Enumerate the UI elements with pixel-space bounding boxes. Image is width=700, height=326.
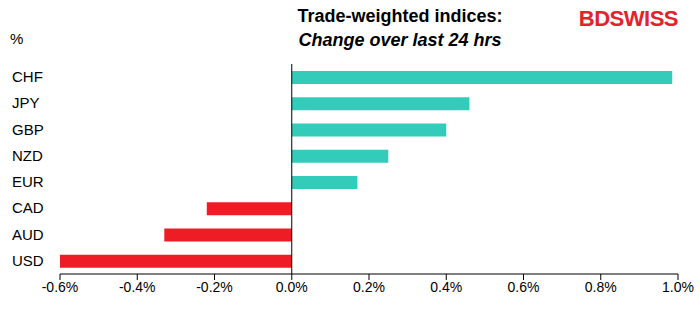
svg-text:CAD: CAD xyxy=(12,199,44,216)
svg-text:0.0%: 0.0% xyxy=(276,279,308,295)
svg-text:0.6%: 0.6% xyxy=(508,279,540,295)
svg-text:AUD: AUD xyxy=(12,226,44,243)
svg-text:1.0%: 1.0% xyxy=(662,279,692,295)
svg-text:USD: USD xyxy=(12,252,44,269)
html-text:BDSWISS: BDSWISS xyxy=(578,6,678,31)
svg-text:0.4%: 0.4% xyxy=(430,279,462,295)
svg-text:0.2%: 0.2% xyxy=(353,279,385,295)
svg-text:EUR: EUR xyxy=(12,173,44,190)
svg-text:CHF: CHF xyxy=(12,68,43,85)
svg-text:-0.2%: -0.2% xyxy=(196,279,233,295)
html-text:Trade-weighted indices:: Trade-weighted indices: xyxy=(297,6,503,26)
svg-text:GBP: GBP xyxy=(12,121,44,138)
html-text:Change over last 24 hrs: Change over last 24 hrs xyxy=(298,30,502,50)
svg-text:-0.4%: -0.4% xyxy=(119,279,156,295)
svg-text:NZD: NZD xyxy=(12,147,43,164)
svg-text:JPY: JPY xyxy=(12,94,40,111)
svg-text:0.8%: 0.8% xyxy=(585,279,617,295)
svg-text:-0.6%: -0.6% xyxy=(42,279,79,295)
